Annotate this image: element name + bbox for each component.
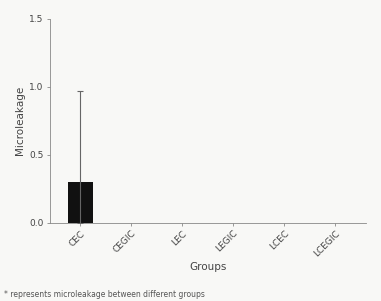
Bar bbox=[68, 182, 93, 222]
Y-axis label: Microleakage: Microleakage bbox=[15, 86, 25, 155]
Text: * represents microleakage between different groups: * represents microleakage between differ… bbox=[4, 290, 205, 299]
X-axis label: Groups: Groups bbox=[189, 262, 227, 272]
